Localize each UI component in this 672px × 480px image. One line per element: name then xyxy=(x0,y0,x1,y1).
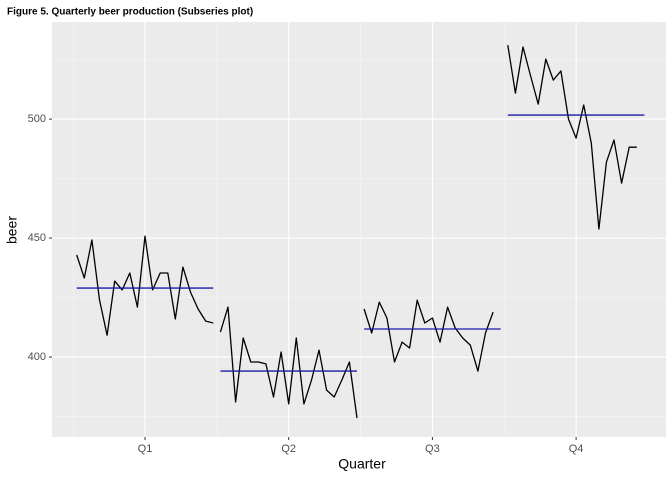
x-tick-label: Q3 xyxy=(425,443,440,455)
chart-title: Figure 5. Quarterly beer production (Sub… xyxy=(7,7,253,18)
x-tick-label: Q4 xyxy=(569,443,584,455)
x-axis-title: Quarter xyxy=(338,456,386,472)
x-tick-label: Q1 xyxy=(138,443,153,455)
series-line xyxy=(363,299,494,372)
x-tick-label: Q2 xyxy=(281,443,296,455)
y-axis-title: beer xyxy=(4,216,20,244)
series-line xyxy=(219,306,358,419)
y-tick-label: 400 xyxy=(28,351,46,363)
y-tick-label: 500 xyxy=(28,113,46,125)
panel xyxy=(52,22,666,437)
series-line xyxy=(76,235,214,336)
y-tick-label: 450 xyxy=(28,232,46,244)
series-line xyxy=(507,44,637,230)
